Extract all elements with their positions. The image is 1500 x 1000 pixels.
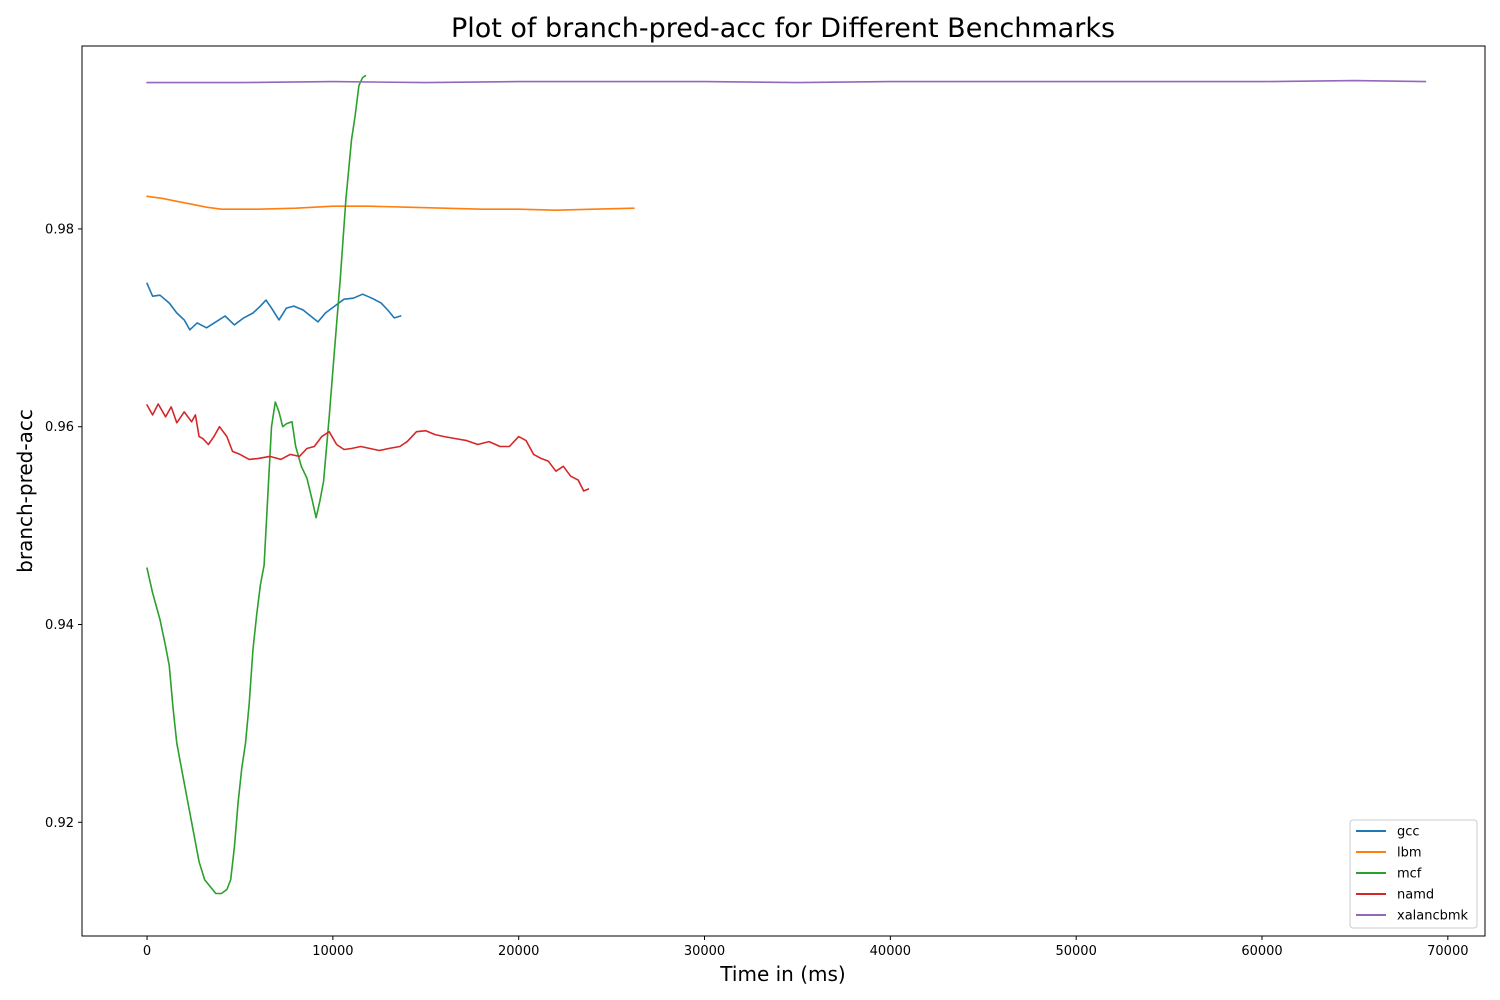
y-tick-label: 0.94 [45, 618, 74, 633]
x-tick-label: 50000 [1055, 944, 1096, 959]
legend-box [1349, 819, 1478, 929]
x-tick-label: 40000 [870, 944, 911, 959]
series-line-mcf [146, 74, 367, 895]
legend-label-lbm: lbm [1397, 846, 1422, 861]
y-tick-label: 0.92 [45, 816, 74, 831]
series-line-gcc [146, 282, 402, 331]
x-axis-label: Time in (ms) [719, 962, 845, 986]
y-tick-label: 0.96 [45, 420, 74, 435]
legend-label-namd: namd [1397, 888, 1434, 903]
y-axis: 0.92 0.94 0.96 0.98 [45, 222, 82, 831]
x-tick-label: 20000 [498, 944, 539, 959]
y-axis-label: branch-pred-acc [13, 409, 37, 573]
series-line-namd [146, 403, 590, 492]
plot-area [81, 45, 1486, 937]
x-tick-label: 10000 [312, 944, 353, 959]
series-line-xalancbmk [146, 79, 1427, 84]
x-tick-label: 70000 [1427, 944, 1468, 959]
x-tick-label: 60000 [1241, 944, 1282, 959]
series-layer [146, 74, 1427, 895]
x-axis: 0 10000 20000 30000 40000 50000 60000 70000 [143, 936, 1469, 959]
legend-label-gcc: gcc [1397, 825, 1420, 840]
legend-label-xalancbmk: xalancbmk [1397, 909, 1469, 924]
x-tick-label: 0 [143, 944, 151, 959]
legend: gcc lbm mcf namd xalancbmk [1349, 819, 1478, 929]
legend-label-mcf: mcf [1397, 867, 1422, 882]
y-tick-label: 0.98 [45, 222, 74, 237]
x-tick-label: 30000 [684, 944, 725, 959]
series-line-lbm [146, 195, 635, 211]
chart-title: Plot of branch-pred-acc for Different Be… [451, 13, 1115, 44]
